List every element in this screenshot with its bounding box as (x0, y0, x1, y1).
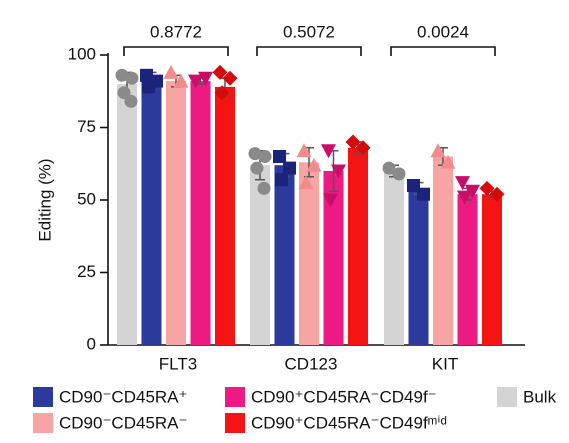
data-point (331, 164, 346, 179)
bar (190, 81, 211, 345)
bar (299, 162, 319, 345)
data-point (222, 70, 238, 86)
p-value: 0.8772 (150, 22, 202, 41)
bar (215, 86, 235, 346)
y-tick-label: 100 (68, 44, 96, 63)
data-point (417, 187, 430, 201)
y-tick-label: 50 (77, 189, 96, 208)
y-tick-label: 25 (77, 262, 96, 281)
data-point (455, 176, 470, 191)
data-point (214, 85, 230, 101)
x-tick-label: KIT (432, 354, 458, 373)
legend-swatch (33, 387, 53, 407)
data-point (440, 154, 456, 169)
data-point (173, 73, 189, 88)
data-point (345, 134, 361, 150)
data-point (306, 157, 322, 172)
legend-label: CD90⁻CD45RA⁻ (59, 413, 188, 432)
data-point (248, 147, 262, 161)
data-point (188, 74, 203, 89)
bar (141, 78, 162, 345)
data-point (479, 180, 495, 196)
data-point (382, 161, 396, 175)
data-point (355, 140, 371, 156)
bar (250, 165, 270, 345)
data-point (489, 186, 505, 202)
p-value: 0.0024 (417, 22, 469, 41)
data-point (163, 64, 179, 79)
y-tick-label: 0 (87, 334, 96, 353)
x-tick-label: CD123 (285, 354, 338, 373)
x-tick-label: FLT3 (159, 354, 197, 373)
data-point (283, 161, 296, 175)
data-point (430, 143, 446, 158)
data-point (392, 167, 406, 181)
legend-swatch (225, 413, 245, 433)
legend-label: CD90⁺CD45RA⁻CD49f⁻ (251, 387, 437, 406)
data-point (250, 161, 264, 175)
bar (348, 147, 368, 345)
data-point (257, 181, 271, 195)
bar (433, 156, 453, 345)
data-point (115, 68, 129, 82)
bar (457, 194, 478, 345)
y-axis-label: Editing (%) (35, 158, 54, 241)
bar (323, 171, 344, 345)
legend-swatch (225, 387, 245, 407)
data-point (407, 179, 420, 192)
bar (384, 171, 404, 345)
bar (482, 194, 502, 345)
data-point (258, 150, 272, 163)
data-point (125, 71, 139, 85)
data-point (142, 80, 155, 94)
legend-label: CD90⁺CD45RA⁻CD49fᵐⁱᵈ (251, 413, 447, 432)
data-point (140, 68, 153, 82)
p-value: 0.5072 (283, 22, 335, 41)
data-point (298, 175, 314, 190)
comparison-bracket (256, 46, 362, 56)
bar (117, 84, 137, 345)
bar (408, 188, 429, 345)
legend-label: Bulk (523, 387, 557, 406)
legend-swatch (33, 413, 53, 433)
data-point (321, 144, 336, 159)
legend-label: CD90⁻CD45RA⁺ (59, 387, 188, 406)
data-point (198, 71, 213, 86)
data-point (273, 150, 286, 163)
data-point (117, 86, 131, 100)
data-point (212, 64, 228, 80)
data-point (124, 94, 138, 108)
data-point (275, 173, 288, 187)
data-point (323, 193, 338, 208)
data-point (296, 143, 312, 158)
bar (166, 81, 186, 345)
comparison-bracket (390, 46, 496, 56)
data-point (457, 190, 472, 205)
y-tick-label: 75 (77, 117, 96, 136)
legend-swatch (497, 387, 517, 407)
bar (274, 165, 295, 345)
comparison-bracket (123, 46, 229, 56)
data-point (465, 184, 480, 199)
